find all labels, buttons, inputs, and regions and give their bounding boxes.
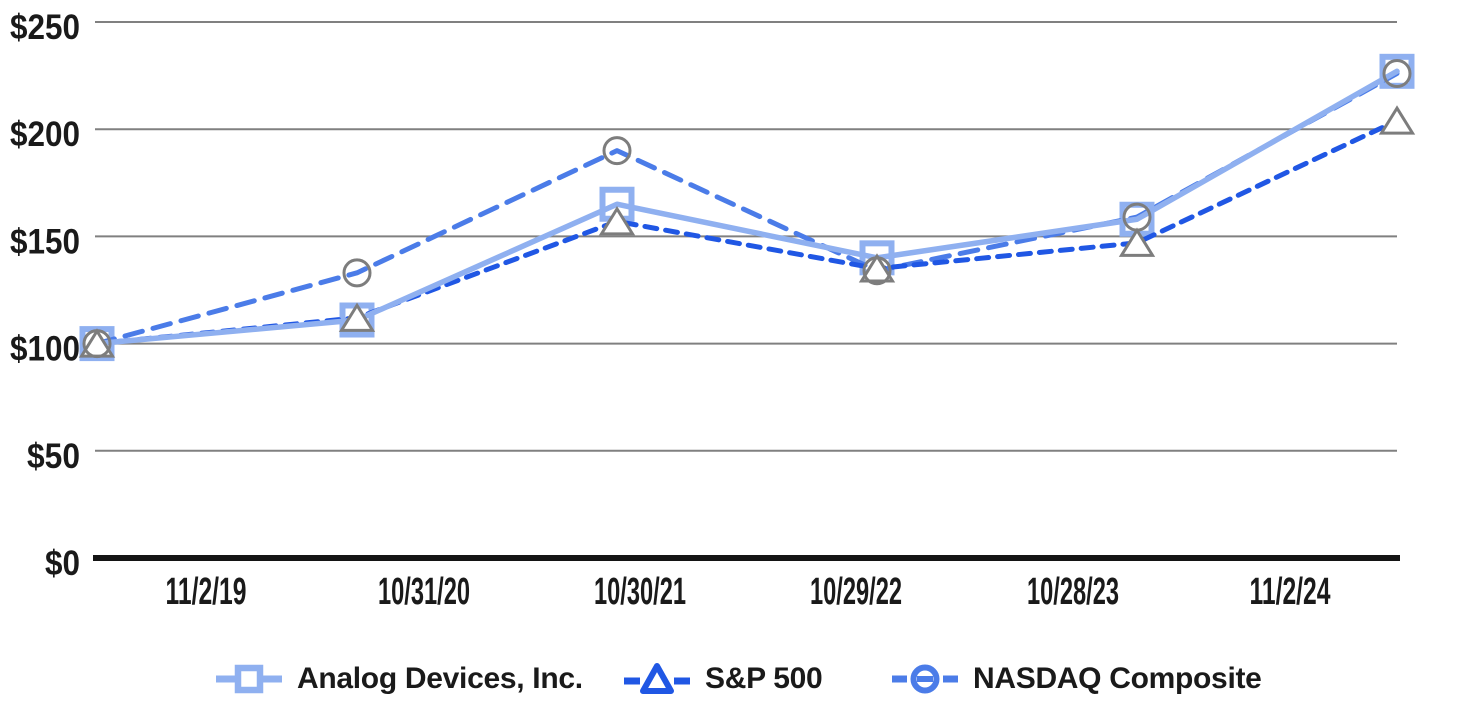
x-tick-label: 10/31/20 <box>378 571 470 613</box>
y-tick-label: $250 <box>10 8 80 47</box>
triangle-dash-marker-icon <box>624 663 690 694</box>
legend-item-nasdaq: NASDAQ Composite <box>890 650 1262 708</box>
marker-circle <box>602 136 632 166</box>
legend-label-analog-devices: Analog Devices, Inc. <box>297 662 583 695</box>
legend-label-nasdaq: NASDAQ Composite <box>973 662 1262 695</box>
marker-circle <box>862 256 892 286</box>
marker-triangle <box>1378 105 1416 135</box>
marker-circle <box>1382 58 1412 88</box>
marker-circle <box>82 329 112 359</box>
x-tick-label: 10/29/22 <box>810 571 902 613</box>
series-line-0 <box>94 68 1400 347</box>
chart-legend: Analog Devices, Inc. S&P 500 NASDAQ Comp… <box>0 650 1467 708</box>
y-tick-label: $50 <box>27 437 80 476</box>
legend-label-sp500: S&P 500 <box>705 662 823 695</box>
legend-item-analog-devices: Analog Devices, Inc. <box>214 650 583 708</box>
y-tick-label: $0 <box>45 544 80 583</box>
marker-triangle <box>598 206 636 236</box>
y-tick-label: $200 <box>10 115 80 154</box>
y-tick-label: $100 <box>10 330 80 369</box>
legend-item-sp500: S&P 500 <box>622 650 823 708</box>
marker-triangle <box>1118 227 1156 257</box>
marker-triangle <box>858 253 896 283</box>
marker-triangle <box>338 302 376 332</box>
chart-plot-area: $0 $50 $100 $150 $200 $250 11/2/19 10/31/20 10/3… <box>10 8 1416 613</box>
y-tick-label: $150 <box>10 222 80 261</box>
marker-circle <box>1122 202 1152 232</box>
marker-circle <box>342 258 372 288</box>
x-tick-label: 10/30/21 <box>594 571 686 613</box>
x-tick-label: 10/28/23 <box>1027 571 1119 613</box>
series-line-2 <box>94 70 1400 347</box>
square-line-marker-icon <box>216 664 282 694</box>
x-tick-label: 11/2/19 <box>166 571 247 613</box>
circle-dash-marker-icon <box>892 664 958 694</box>
x-tick-label: 11/2/24 <box>1250 571 1331 613</box>
